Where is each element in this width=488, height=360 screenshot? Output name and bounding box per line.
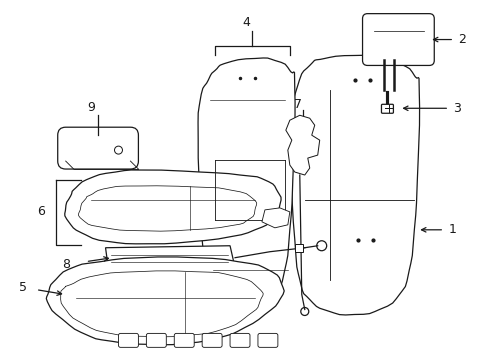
FancyBboxPatch shape bbox=[202, 333, 222, 347]
Text: 1: 1 bbox=[447, 223, 455, 236]
Text: 4: 4 bbox=[242, 16, 249, 29]
Polygon shape bbox=[262, 208, 289, 228]
FancyBboxPatch shape bbox=[118, 333, 138, 347]
Text: 2: 2 bbox=[457, 33, 465, 46]
FancyBboxPatch shape bbox=[174, 333, 194, 347]
PathPatch shape bbox=[198, 58, 294, 311]
FancyBboxPatch shape bbox=[258, 333, 277, 347]
Bar bbox=[294, 244, 302, 252]
PathPatch shape bbox=[46, 257, 284, 345]
FancyBboxPatch shape bbox=[381, 104, 393, 113]
FancyBboxPatch shape bbox=[58, 127, 138, 169]
Text: 3: 3 bbox=[452, 102, 460, 115]
FancyBboxPatch shape bbox=[362, 14, 433, 66]
PathPatch shape bbox=[64, 170, 281, 244]
Polygon shape bbox=[105, 246, 235, 270]
PathPatch shape bbox=[291, 55, 419, 315]
FancyBboxPatch shape bbox=[146, 333, 166, 347]
Text: 9: 9 bbox=[87, 101, 95, 114]
Text: 7: 7 bbox=[293, 98, 301, 111]
Text: 5: 5 bbox=[19, 281, 27, 294]
Polygon shape bbox=[285, 115, 319, 175]
Text: 6: 6 bbox=[37, 205, 44, 219]
Text: 8: 8 bbox=[61, 258, 70, 271]
FancyBboxPatch shape bbox=[229, 333, 249, 347]
